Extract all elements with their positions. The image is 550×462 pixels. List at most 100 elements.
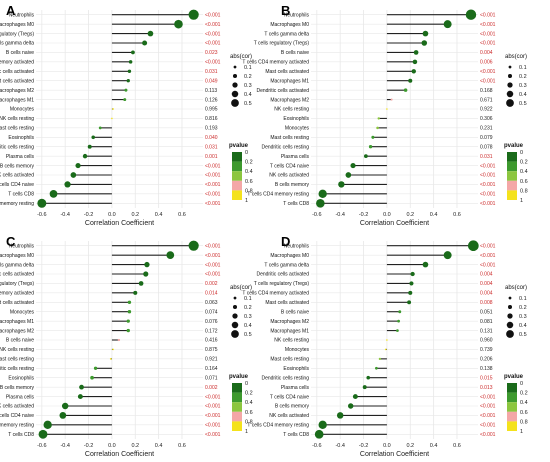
color-legend-label: 0 — [520, 381, 523, 387]
panel-letter: C — [6, 234, 16, 249]
pvalue-label: 0.063 — [205, 300, 218, 306]
color-legend-swatch — [232, 152, 242, 162]
pvalue-label: <0.001 — [205, 423, 221, 429]
lollipop-point — [188, 240, 199, 251]
panel-b: B -0.6 -0.4 -0.2 0.0 0.2 0.4 0.6 Correlation Coe… — [242, 3, 527, 227]
cell-type-label: T cells CD4 naive — [270, 163, 309, 169]
x-tick-label: 0.4 — [155, 212, 163, 218]
cell-type-label: B cells memory — [0, 163, 34, 169]
lollipop-point — [338, 181, 345, 188]
cell-type-label: Neutrophils — [9, 243, 35, 249]
cell-type-label: Plasma cells — [281, 385, 310, 391]
pvalue-label: <0.001 — [480, 262, 496, 268]
lollipop-point — [377, 117, 380, 120]
pvalue-label: <0.001 — [205, 394, 221, 400]
pvalue-label: <0.001 — [205, 22, 221, 28]
color-legend-swatch — [507, 171, 517, 181]
lollipop-point — [49, 189, 58, 198]
x-tick-label: -0.2 — [84, 212, 93, 218]
cell-type-label: NK cells activated — [269, 173, 309, 179]
size-legend-dot — [231, 99, 239, 107]
pvalue-label: <0.001 — [480, 243, 496, 249]
lollipop-point — [59, 412, 67, 419]
size-legend-dot — [506, 330, 514, 338]
size-legend-label: 0.5 — [519, 332, 527, 338]
cell-type-label: T cells CD4 naive — [0, 413, 34, 419]
lollipop-point — [336, 412, 344, 419]
size-legend-dot — [232, 313, 238, 319]
pvalue-label: 0.076 — [205, 319, 218, 325]
size-legend-label: 0.1 — [244, 296, 252, 302]
pvalue-label: 0.004 — [480, 50, 493, 56]
lollipop-point — [408, 290, 413, 295]
size-legend-dot — [232, 304, 238, 310]
pvalue-label: 0.031 — [205, 144, 218, 150]
lollipop-point — [127, 309, 132, 314]
lollipop-point — [422, 30, 429, 37]
pvalue-label: <0.001 — [480, 423, 496, 429]
pvalue-label: <0.001 — [480, 41, 496, 47]
size-legend-dot — [508, 65, 512, 69]
pvalue-label: 0.031 — [480, 154, 493, 160]
x-tick-label: -0.2 — [359, 212, 368, 218]
pvalue-label: 0.078 — [480, 144, 493, 150]
x-tick-label: 0.0 — [383, 212, 391, 218]
cell-type-label: Macrophages M2 — [0, 328, 34, 334]
cell-type-label: Mast cells resting — [270, 357, 309, 363]
pvalue-label: 0.231 — [480, 126, 493, 132]
size-legend-dot — [233, 296, 237, 300]
pvalue-label: <0.001 — [480, 22, 496, 28]
lollipop-point — [314, 429, 324, 439]
size-legend-label: 0.2 — [244, 74, 252, 80]
cell-type-label: Dendritic cells activated — [0, 69, 34, 75]
cell-type-label: Dendritic cells resting — [0, 366, 34, 372]
cell-type-label: T cells gamma delta — [0, 41, 34, 47]
lollipop-point — [397, 319, 401, 323]
lollipop-point — [403, 88, 408, 92]
pvalue-label: 0.004 — [480, 291, 493, 297]
color-legend-label: 0.2 — [245, 160, 253, 166]
pvalue-label: <0.001 — [480, 404, 496, 410]
cell-type-label: Mast cells activated — [0, 78, 34, 84]
lollipop-point — [348, 403, 354, 409]
pvalue-label: 0.206 — [480, 357, 493, 363]
cell-type-label: Monocytes — [285, 126, 310, 132]
cell-type-label: T cells gamma delta — [264, 262, 309, 268]
lollipop-point — [126, 319, 130, 323]
lollipop-point — [409, 281, 414, 286]
lollipop-point — [64, 181, 71, 188]
size-legend-dot — [231, 321, 239, 329]
size-legend-label: 0.3 — [519, 314, 527, 320]
pvalue-label: <0.001 — [480, 173, 496, 179]
cell-type-label: B cells memory — [0, 385, 34, 391]
cell-type-label: T cells gamma delta — [0, 262, 34, 268]
lollipop-point — [77, 394, 83, 400]
pvalue-label: 0.004 — [480, 281, 493, 287]
x-tick-label: -0.6 — [37, 212, 46, 218]
x-tick-label: 0.4 — [155, 443, 163, 449]
pvalue-label: <0.001 — [205, 31, 221, 37]
cell-type-label: Dendritic cells activated — [0, 272, 34, 278]
cell-type-label: Mast cells activated — [265, 69, 309, 75]
pvalue-label: <0.001 — [205, 404, 221, 410]
cell-type-label: T cells regulatory (Tregs) — [254, 41, 310, 47]
size-legend-label: 0.3 — [244, 314, 252, 320]
size-legend-label: 0.1 — [244, 65, 252, 71]
size-legend-label: 0.4 — [244, 323, 252, 329]
panel-a: A -0.6 -0.4 -0.2 0.0 0.2 0.4 0.6 Correlation Coe… — [0, 3, 253, 227]
color-legend-title: pvalue — [229, 143, 249, 149]
x-tick-label: -0.4 — [60, 443, 69, 449]
cell-type-label: Macrophages M0 — [270, 253, 309, 259]
pvalue-label: 0.081 — [480, 319, 493, 325]
lollipop-point — [413, 50, 419, 55]
color-legend-label: 0.6 — [245, 179, 253, 185]
lollipop-point — [410, 271, 415, 277]
pvalue-label: 0.306 — [480, 116, 493, 122]
pvalue-label: <0.001 — [480, 192, 496, 198]
size-legend-dot — [231, 90, 239, 98]
size-legend-label: 0.5 — [244, 101, 252, 107]
color-legend-swatch — [507, 392, 517, 403]
pvalue-label: <0.001 — [480, 253, 496, 259]
pvalue-label: 0.671 — [480, 97, 493, 103]
lollipop-point — [366, 375, 371, 380]
